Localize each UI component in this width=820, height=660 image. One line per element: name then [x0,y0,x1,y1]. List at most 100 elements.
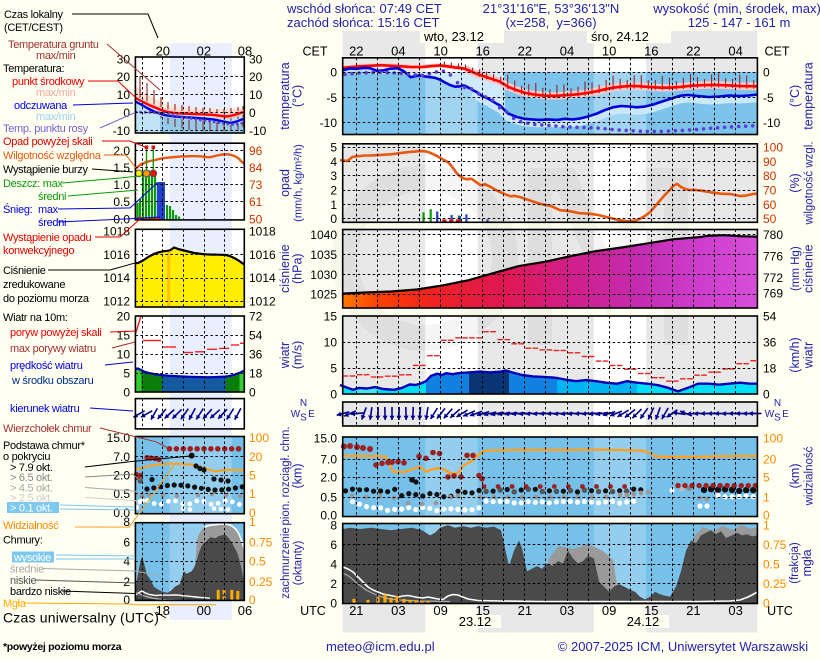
svg-text:00: 00 [197,603,211,618]
svg-text:15.0: 15.0 [107,431,131,445]
svg-text:Wystąpienie burzy: Wystąpienie burzy [3,164,88,176]
svg-text:0: 0 [249,593,256,607]
svg-text:max/min: max/min [36,50,76,62]
svg-text:ciśnienie: ciśnienie [278,244,292,293]
svg-text:21°31'16"E, 53°36'13"N: 21°31'16"E, 53°36'13"N [483,1,620,16]
svg-text:15: 15 [324,310,338,324]
svg-text:08: 08 [238,44,252,59]
svg-text:10: 10 [117,88,131,102]
svg-text:1.0: 1.0 [113,178,130,192]
svg-text:wysokość (min, środek, max): wysokość (min, środek, max) [652,1,820,16]
svg-text:1016: 1016 [249,248,276,262]
svg-text:zredukowane: zredukowane [3,279,65,291]
svg-text:widzialność: widzialność [804,446,816,506]
svg-text:(km/h): (km/h) [788,337,802,372]
svg-text:23.12: 23.12 [459,614,492,629]
svg-text:1018: 1018 [103,225,130,239]
svg-text:0: 0 [763,597,770,611]
svg-text:1035: 1035 [310,248,337,262]
svg-text:UTC: UTC [300,604,326,618]
svg-text:1014: 1014 [249,271,276,285]
svg-text:ciśnienie: ciśnienie [802,244,816,293]
svg-text:(km): (km) [788,464,802,489]
svg-text:2.0: 2.0 [113,469,130,483]
svg-text:Mgła: Mgła [3,598,27,610]
svg-text:mgła: mgła [800,549,814,576]
svg-text:04: 04 [728,44,742,59]
svg-text:Wiatr na 10m:: Wiatr na 10m: [3,312,68,324]
svg-text:0: 0 [123,593,130,607]
svg-text:odczuwana: odczuwana [14,100,68,112]
svg-text:0.5: 0.5 [113,195,130,209]
svg-text:0: 0 [330,212,337,226]
svg-text:wto, 23.12: wto, 23.12 [423,29,484,44]
svg-text:769: 769 [763,287,783,301]
svg-text:Podstawa chmur*: Podstawa chmur* [3,440,86,452]
svg-text:09: 09 [433,603,447,618]
svg-text:(oktanty): (oktanty) [293,540,305,585]
svg-text:0: 0 [123,386,130,400]
svg-text:średnie: średnie [10,564,44,576]
svg-text:-10: -10 [763,116,781,130]
svg-text:CET: CET [303,45,328,59]
svg-text:20: 20 [117,70,131,84]
svg-text:09: 09 [602,603,616,618]
svg-text:6: 6 [123,536,130,550]
svg-text:8: 8 [330,519,337,533]
svg-text:średni: średni [38,191,66,203]
svg-text:0: 0 [249,386,256,400]
svg-text:-5: -5 [326,91,337,105]
svg-text:0.25: 0.25 [249,575,273,589]
svg-text:18: 18 [763,362,777,376]
svg-text:03: 03 [560,603,574,618]
svg-text:Czas uniwersalny (UTC): Czas uniwersalny (UTC) [3,610,159,626]
svg-text:max: max [38,204,59,216]
svg-text:W: W [291,409,301,420]
svg-text:UTC: UTC [767,604,793,618]
svg-text:22: 22 [349,44,363,59]
svg-text:100: 100 [763,432,783,446]
svg-text:5: 5 [123,367,130,381]
svg-text:0: 0 [330,597,337,611]
svg-text:10: 10 [433,44,447,59]
svg-text:10: 10 [324,336,338,350]
svg-text:0: 0 [763,509,770,523]
svg-text:1014: 1014 [103,271,130,285]
svg-text:0.5: 0.5 [763,558,780,572]
svg-text:(mm/h, kg/m²/h): (mm/h, kg/m²/h) [293,144,305,222]
svg-text:20: 20 [763,453,777,467]
svg-text:Opad powyżej skali: Opad powyżej skali [3,136,92,148]
svg-text:4: 4 [330,558,337,572]
svg-text:S: S [300,413,307,424]
svg-text:Wierzchołek chmur: Wierzchołek chmur [3,423,92,435]
svg-text:5: 5 [330,141,337,155]
svg-text:21: 21 [349,603,363,618]
svg-text:CET: CET [765,45,790,59]
svg-text:70: 70 [763,184,777,198]
svg-text:2.0: 2.0 [320,471,337,485]
svg-text:pion. rozciągł. chm.: pion. rozciągł. chm. [280,426,292,525]
svg-text:50: 50 [249,212,263,226]
svg-text:1025: 1025 [310,288,337,302]
svg-text:7.0: 7.0 [320,453,337,467]
svg-text:5: 5 [249,469,256,483]
svg-text:do poziomu morza: do poziomu morza [3,293,90,305]
svg-text:-10: -10 [320,116,338,130]
svg-text:18: 18 [249,367,263,381]
svg-text:meteo@icm.edu.pl: meteo@icm.edu.pl [326,639,435,654]
svg-text:N: N [300,398,307,409]
svg-text:4: 4 [123,555,130,569]
svg-text:*powyżej poziomu morza: *powyżej poziomu morza [3,641,122,653]
svg-text:2: 2 [330,184,337,198]
svg-text:zachmurzenie: zachmurzenie [280,527,292,599]
svg-text:36: 36 [763,336,777,350]
svg-text:03: 03 [728,603,742,618]
svg-text:Deszcz: max: Deszcz: max [3,178,63,190]
svg-text:(x=258, y=366): (x=258, y=366) [505,15,596,30]
svg-text:wiatr: wiatr [802,342,816,369]
svg-text:temperatura: temperatura [802,62,816,129]
svg-text:16: 16 [644,44,658,59]
svg-text:(km): (km) [291,464,305,489]
svg-text:1018: 1018 [249,225,276,239]
svg-text:72: 72 [249,310,263,324]
